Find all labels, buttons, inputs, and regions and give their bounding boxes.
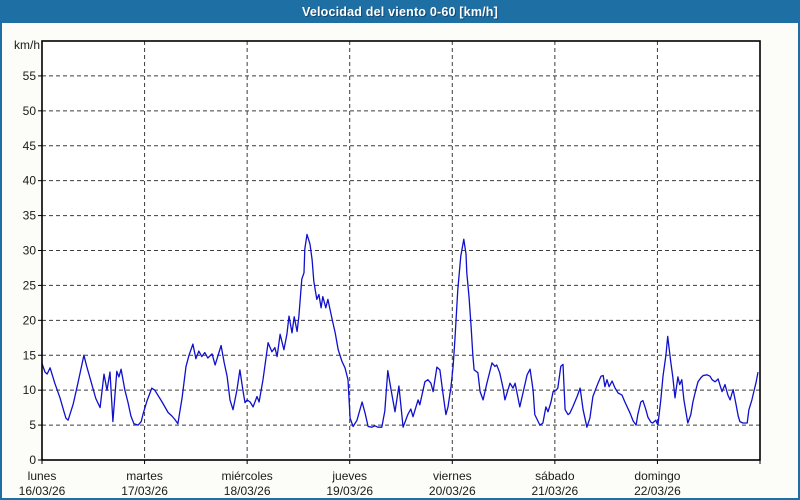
day-name-label: viernes [433, 469, 472, 483]
y-tick-label: 15 [23, 348, 37, 362]
y-tick-label: 5 [29, 418, 36, 432]
y-axis-unit-label: km/h [13, 38, 40, 52]
day-date-label: 19/03/26 [326, 484, 373, 498]
day-date-label: 21/03/26 [531, 484, 578, 498]
wind-speed-line [41, 233, 759, 428]
day-name-label: miércoles [221, 469, 272, 483]
y-tick-label: 20 [23, 313, 37, 327]
day-date-label: 18/03/26 [224, 484, 271, 498]
chart-title: Velocidad del viento 0-60 [km/h] [301, 5, 499, 19]
y-tick-label: 40 [23, 174, 37, 188]
day-name-label: jueves [331, 469, 367, 483]
y-tick-label: 30 [23, 244, 37, 258]
day-date-label: 20/03/26 [429, 484, 476, 498]
y-tick-label: 55 [23, 69, 37, 83]
day-name-label: sábado [535, 469, 575, 483]
day-name-label: domingo [634, 469, 680, 483]
day-date-label: 22/03/26 [634, 484, 681, 498]
y-tick-label: 25 [23, 278, 37, 292]
day-date-label: 16/03/26 [19, 484, 66, 498]
day-name-label: lunes [28, 469, 57, 483]
chart-titlebar: Velocidad del viento 0-60 [km/h] [2, 2, 798, 23]
y-tick-label: 0 [29, 453, 36, 467]
y-tick-label: 45 [23, 139, 37, 153]
y-tick-label: 50 [23, 104, 37, 118]
y-tick-label: 35 [23, 209, 37, 223]
plot-frame [41, 40, 761, 461]
day-name-label: martes [126, 469, 163, 483]
day-date-label: 17/03/26 [121, 484, 168, 498]
y-tick-label: 10 [23, 383, 37, 397]
